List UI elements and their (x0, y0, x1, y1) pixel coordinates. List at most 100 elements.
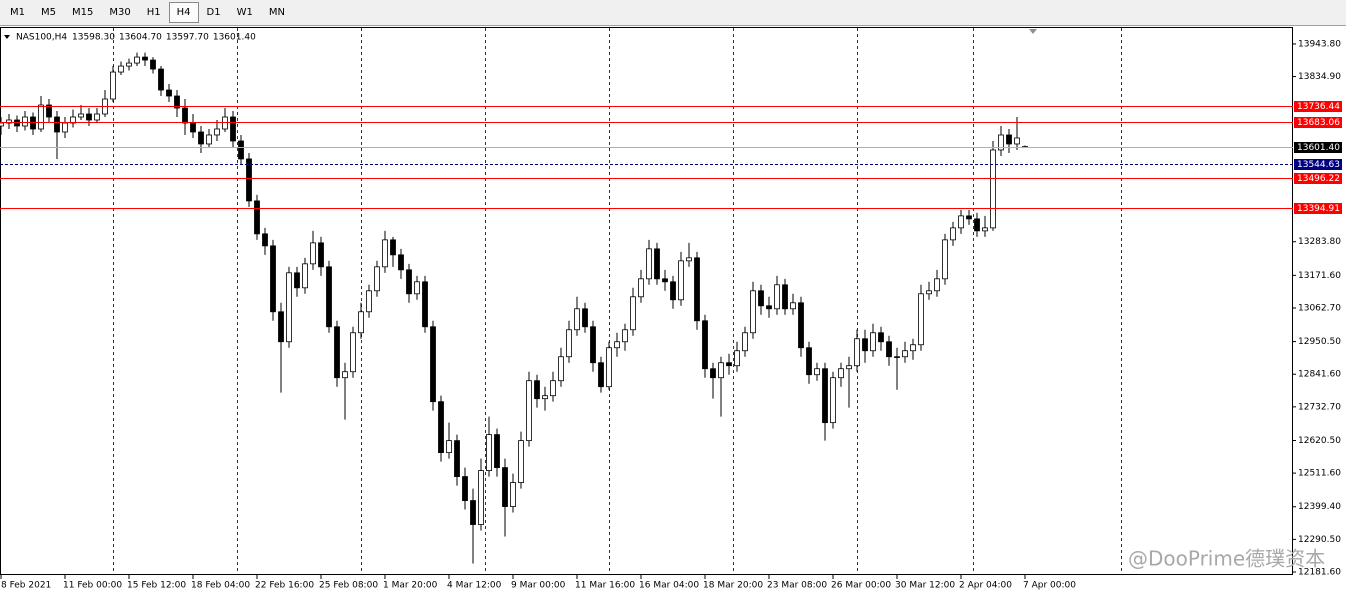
candle-body (694, 257, 700, 322)
candle-body (614, 341, 620, 349)
x-tick-label: 15 Feb 12:00 (127, 581, 186, 591)
candle-body (438, 401, 444, 454)
candle-body (534, 380, 540, 400)
price-label-bg (1294, 101, 1342, 112)
x-tick-label: 7 Apr 00:00 (1023, 581, 1076, 591)
candle-body (118, 65, 124, 73)
candle-body (790, 302, 796, 310)
candle-body (750, 290, 756, 334)
price-label-bg (1294, 142, 1342, 153)
candle-body (766, 305, 772, 310)
candle-body (718, 362, 724, 379)
x-tick-label: 2 Apr 04:00 (959, 581, 1012, 591)
candle-body (862, 338, 868, 352)
candle-body (902, 350, 908, 358)
price-label-bg (1294, 173, 1342, 184)
candle-body (822, 368, 828, 424)
y-tick-label: 13943.80 (1298, 39, 1341, 49)
candle-body (558, 356, 564, 382)
timeframe-button[interactable]: H4 (168, 2, 199, 23)
header-triangle (4, 35, 10, 39)
timeframe-button[interactable]: M15 (72, 7, 94, 18)
timeframe-button[interactable]: W1 (236, 7, 253, 18)
candle-body (550, 380, 556, 397)
x-tick-label: 23 Mar 08:00 (767, 581, 827, 591)
x-tick-label: 18 Mar 20:00 (703, 581, 763, 591)
y-tick-label: 12181.60 (1298, 568, 1341, 578)
candle-body (774, 284, 780, 310)
x-tick-label: 22 Feb 16:00 (255, 581, 314, 591)
candle-body (606, 347, 612, 388)
x-tick-label: 30 Mar 12:00 (895, 581, 955, 591)
candle-body (382, 239, 388, 268)
candle-body (878, 332, 884, 343)
timeframe-button[interactable]: H1 (146, 7, 161, 18)
candle-body (486, 434, 492, 471)
candle-body (374, 266, 380, 292)
candle-body (542, 395, 548, 400)
y-tick-label: 13062.70 (1298, 303, 1341, 313)
candle-body (598, 362, 604, 388)
candle-body (710, 368, 716, 379)
y-tick-label: 12950.50 (1298, 337, 1341, 347)
candle-body (798, 302, 804, 349)
x-tick-label: 25 Feb 08:00 (319, 581, 378, 591)
candle-body (318, 242, 324, 268)
x-tick-label: 9 Mar 00:00 (511, 581, 566, 591)
candle-body (478, 470, 484, 525)
candle-body (510, 482, 516, 507)
candle-body (278, 311, 284, 343)
candle-body (214, 128, 220, 136)
timeframe-button[interactable]: M5 (41, 7, 56, 18)
candle-body (358, 311, 364, 334)
y-tick-label: 13283.80 (1298, 237, 1341, 247)
candle-body (518, 440, 524, 483)
ohlc-value: 13597.70 (166, 33, 209, 43)
candle-body (46, 104, 52, 118)
candle-body (470, 500, 476, 525)
x-tick-label: 4 Mar 12:00 (447, 581, 502, 591)
candle-body (1006, 134, 1012, 145)
timeframe-button[interactable]: MN (268, 7, 285, 18)
candle-body (742, 332, 748, 352)
candle-body (630, 296, 636, 331)
candle-body (422, 281, 428, 328)
candle-body (398, 254, 404, 271)
candle-body (134, 56, 140, 64)
candle-body (254, 200, 260, 235)
candle-body (54, 116, 60, 133)
candle-body (454, 440, 460, 477)
candle-body (934, 278, 940, 292)
y-tick-label: 12732.70 (1298, 402, 1341, 412)
candle-body (590, 326, 596, 364)
candle-body (830, 377, 836, 424)
candle-body (0, 122, 4, 127)
timeframe-button[interactable]: M30 (109, 7, 131, 18)
candle-body (86, 113, 92, 121)
candle-body (414, 281, 420, 295)
candle-body (38, 104, 44, 130)
timeframe-button[interactable]: M1 (10, 7, 25, 18)
y-tick-label: 12399.40 (1298, 502, 1341, 512)
price-label: 13683.06 (1297, 118, 1340, 128)
candle-body (126, 62, 132, 67)
price-label-bg (1294, 117, 1342, 128)
candle-body (806, 347, 812, 376)
candle-body (574, 308, 580, 331)
candle-body (22, 116, 28, 127)
candle-body (494, 434, 500, 469)
candle-body (78, 113, 84, 118)
candle-body (166, 89, 172, 97)
candle-body (886, 341, 892, 358)
y-tick-label: 12841.60 (1298, 370, 1341, 380)
candle-body (502, 467, 508, 507)
x-tick-label: 8 Feb 2021 (1, 581, 51, 591)
timeframe-button[interactable]: D1 (206, 7, 221, 18)
candle-body (926, 290, 932, 295)
candle-body (582, 308, 588, 328)
y-tick-label: 12290.50 (1298, 535, 1341, 545)
ohlc-value: 13601.40 (213, 33, 256, 43)
candle-body (94, 113, 100, 121)
candle-body (702, 320, 708, 370)
